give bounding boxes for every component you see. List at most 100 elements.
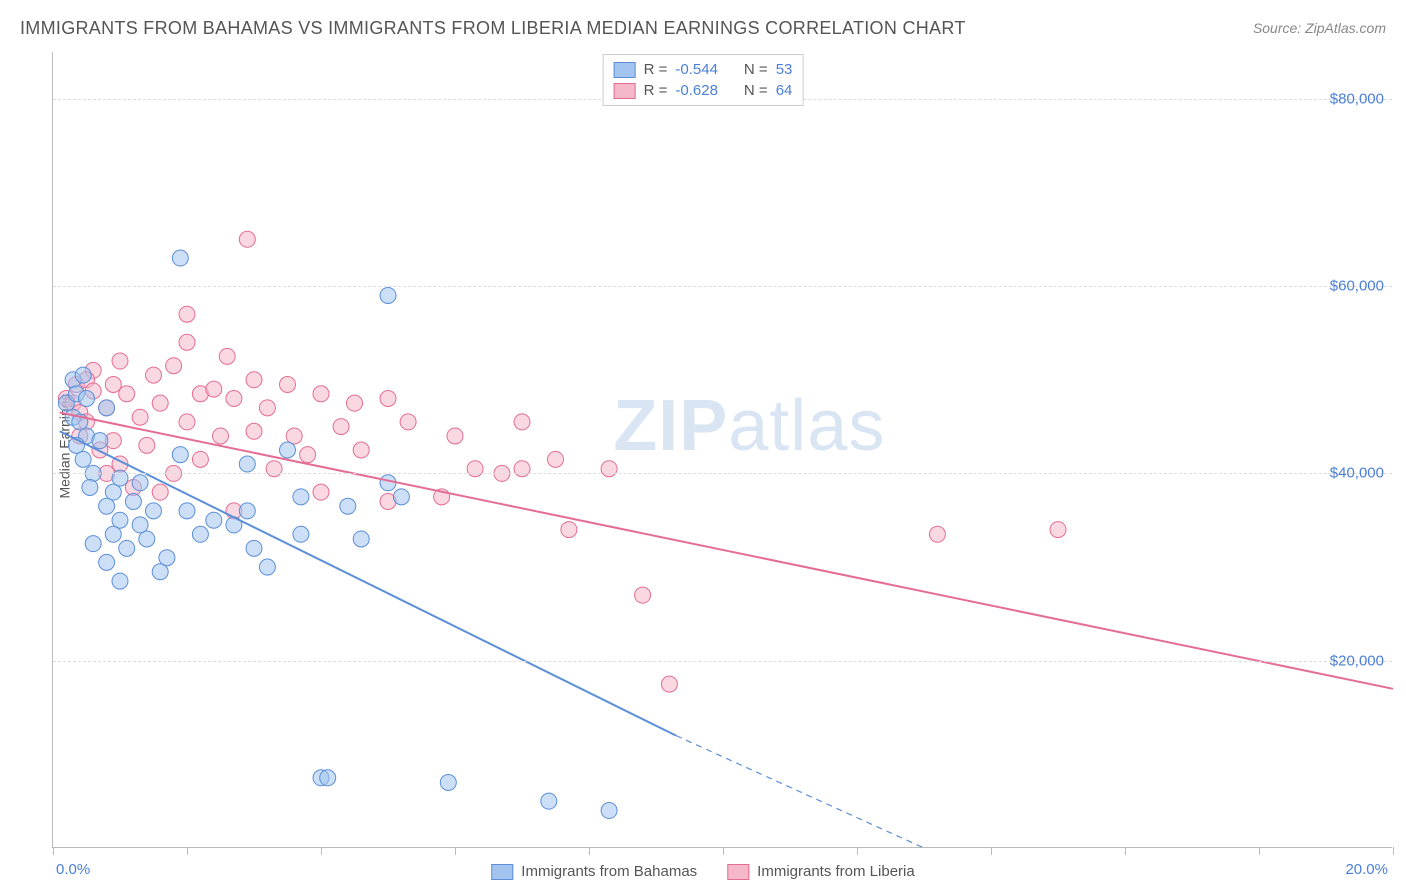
correlation-legend: R = -0.544N = 53R = -0.628 N = 64 [603, 54, 804, 106]
data-point [75, 451, 91, 467]
data-point [132, 517, 148, 533]
x-tick [455, 847, 456, 855]
data-point [206, 512, 222, 528]
data-point [320, 770, 336, 786]
data-point [259, 400, 275, 416]
data-point [313, 386, 329, 402]
plot-area: ZIPatlas $20,000$40,000$60,000$80,000 [52, 52, 1392, 848]
data-point [179, 503, 195, 519]
gridline [53, 286, 1392, 287]
data-point [179, 414, 195, 430]
data-point [119, 386, 135, 402]
data-point [548, 451, 564, 467]
legend-bottom-item: Immigrants from Liberia [727, 863, 915, 880]
data-point [166, 358, 182, 374]
data-point [125, 494, 141, 510]
data-point [152, 564, 168, 580]
x-tick [723, 847, 724, 855]
data-point [929, 526, 945, 542]
data-point [112, 573, 128, 589]
chart-title: IMMIGRANTS FROM BAHAMAS VS IMMIGRANTS FR… [20, 18, 966, 39]
legend-series-name: Immigrants from Bahamas [521, 863, 697, 880]
legend-swatch [614, 83, 636, 99]
legend-row: R = -0.628N = 64 [614, 80, 793, 101]
data-point [393, 489, 409, 505]
data-point [246, 423, 262, 439]
data-point [1050, 522, 1066, 538]
data-point [132, 409, 148, 425]
data-point [353, 531, 369, 547]
legend-r-value: -0.628 [675, 82, 718, 99]
data-point [219, 348, 235, 364]
legend-r-label: R = [644, 61, 668, 78]
data-point [226, 390, 242, 406]
data-point [132, 475, 148, 491]
x-tick [857, 847, 858, 855]
legend-n-value: 53 [776, 61, 793, 78]
legend-bottom-item: Immigrants from Bahamas [491, 863, 697, 880]
data-point [75, 367, 91, 383]
data-point [192, 451, 208, 467]
legend-n-label: N = [744, 82, 768, 99]
data-point [82, 479, 98, 495]
legend-n-label: N = [744, 61, 768, 78]
data-point [119, 540, 135, 556]
data-point [635, 587, 651, 603]
data-point [159, 550, 175, 566]
data-point [139, 437, 155, 453]
legend-n-value: 64 [776, 82, 793, 99]
data-point [246, 372, 262, 388]
data-point [105, 376, 121, 392]
data-point [280, 442, 296, 458]
y-tick-label: $80,000 [1330, 90, 1384, 107]
data-point [286, 428, 302, 444]
data-point [380, 287, 396, 303]
data-point [440, 774, 456, 790]
y-tick-label: $60,000 [1330, 278, 1384, 295]
x-tick [589, 847, 590, 855]
data-point [259, 559, 275, 575]
data-point [541, 793, 557, 809]
data-point [99, 400, 115, 416]
data-point [313, 484, 329, 500]
chart-container: IMMIGRANTS FROM BAHAMAS VS IMMIGRANTS FR… [0, 0, 1406, 892]
legend-row: R = -0.544N = 53 [614, 59, 793, 80]
data-point [99, 554, 115, 570]
x-tick [1259, 847, 1260, 855]
data-point [293, 489, 309, 505]
data-point [514, 414, 530, 430]
x-tick [1393, 847, 1394, 855]
data-point [146, 503, 162, 519]
data-point [79, 390, 95, 406]
data-point [447, 428, 463, 444]
x-tick [53, 847, 54, 855]
data-point [92, 433, 108, 449]
data-point [152, 484, 168, 500]
x-tick [991, 847, 992, 855]
data-point [105, 526, 121, 542]
data-point [246, 540, 262, 556]
legend-swatch [727, 864, 749, 880]
y-tick-label: $20,000 [1330, 652, 1384, 669]
x-tick [187, 847, 188, 855]
gridline [53, 473, 1392, 474]
series-legend: Immigrants from Bahamas Immigrants from L… [491, 863, 914, 880]
data-point [105, 484, 121, 500]
data-point [239, 503, 255, 519]
data-point [206, 381, 222, 397]
data-point [179, 306, 195, 322]
data-point [112, 512, 128, 528]
source-attribution: Source: ZipAtlas.com [1253, 20, 1386, 36]
data-point [85, 536, 101, 552]
data-point [112, 353, 128, 369]
data-point [179, 334, 195, 350]
data-point [239, 456, 255, 472]
x-axis-max-label: 20.0% [1345, 861, 1388, 878]
data-point [172, 250, 188, 266]
data-point [152, 395, 168, 411]
data-point [353, 442, 369, 458]
x-axis-min-label: 0.0% [56, 861, 90, 878]
data-point [380, 390, 396, 406]
data-point [99, 498, 115, 514]
data-point [172, 447, 188, 463]
